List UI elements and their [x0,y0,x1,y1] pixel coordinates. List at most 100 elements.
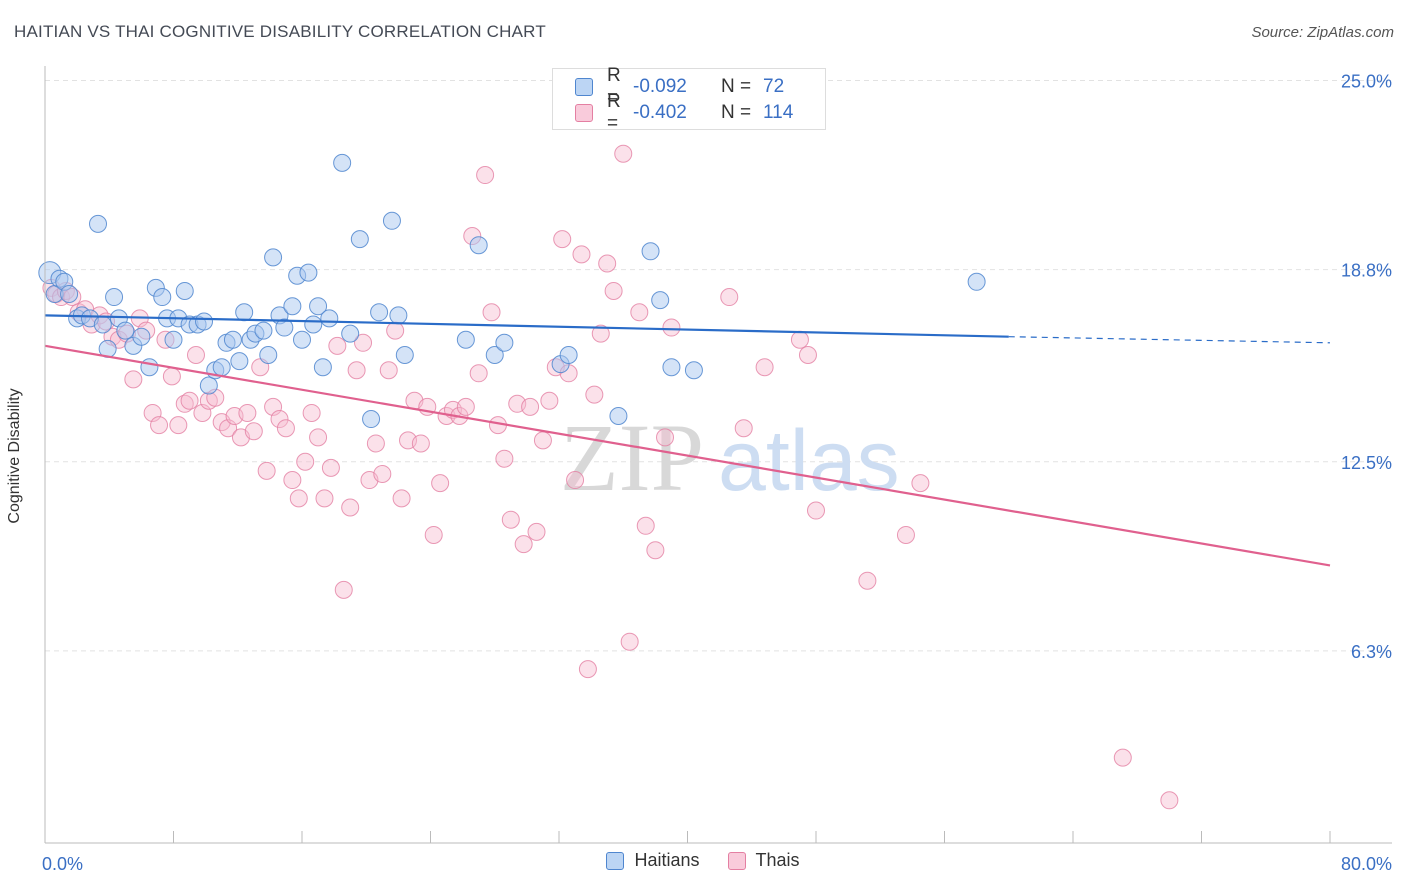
thais-point [482,303,501,322]
haitians-point [264,248,283,267]
haitians-point [60,285,79,303]
thais-point [162,367,181,386]
thais-point [585,385,604,404]
haitians-point [105,288,124,307]
thais-point [807,501,825,520]
thais-point [720,288,739,307]
haitians-point [235,303,254,322]
thais-point [257,461,276,480]
legend-n-value: 72 [763,76,785,97]
thais-point [341,498,360,517]
thais-point [283,471,302,490]
haitians-point [175,281,194,300]
y-tick-label: 6.3% [1351,642,1392,662]
legend-swatch-haitians [606,851,625,870]
thais-point [392,489,411,508]
watermark-atlas: atlas [718,413,900,509]
thais-point [1160,791,1179,810]
legend-r-label: R = [607,91,621,134]
haitians-point [140,358,159,377]
haitians-point [199,376,218,395]
haitians-point [223,330,242,349]
haitians-point [641,242,660,261]
thais-point [501,510,520,529]
source-label: Source: ZipAtlas.com [1251,24,1394,41]
thais-point [553,230,572,249]
thais-point [296,452,315,471]
legend-row-haitians: R = -0.092 N = 72 [575,65,785,108]
thais-point [646,541,665,560]
haitians-point [967,272,986,291]
thais-point [578,660,597,679]
haitians-point [299,263,318,282]
haitians-point [350,230,369,249]
thais-point [321,458,340,477]
legend-n-label: N = [721,76,752,97]
thais-point [347,361,366,380]
haitians-point [164,330,183,349]
haitians-point [116,321,135,340]
thais-point [424,525,443,544]
thais-point [169,416,188,435]
thais-point [598,254,617,273]
thais-point [604,281,623,300]
thais-point [379,361,398,380]
haitians-point [93,315,112,334]
haitians-point [395,346,414,364]
thais-point [858,571,877,590]
legend-row-thais: R = -0.402 N = 114 [575,91,794,134]
thais-point [309,428,328,447]
watermark-zip: ZIP [560,404,704,511]
thais-point [734,419,753,438]
haitians-point [609,407,628,425]
thais-point [911,474,930,493]
haitians-point [662,358,681,377]
thais-point [238,403,257,422]
legend-r-value: -0.402 [633,102,687,123]
y-tick-label: 25.0% [1341,72,1392,92]
haitians-point [333,153,352,172]
haitians-point [651,291,670,310]
haitians-point [320,309,339,328]
thais-point [495,449,514,468]
haitians-point [283,297,302,316]
thais-point [180,391,199,410]
thais-point [366,434,385,453]
haitians-point [275,318,294,337]
legend-swatch-thais [727,851,746,870]
haitians-point [309,297,328,316]
thais-point [334,580,353,599]
haitians-point [230,352,249,371]
haitians-point [684,361,703,380]
thais-point [244,422,263,441]
thais-trend-line [44,344,1331,567]
haitians-point [370,303,389,322]
y-axis-label: Cognitive Disability [6,388,23,524]
haitians-point [132,327,151,346]
haitians-point [362,410,381,429]
legend-item-haitians: Haitians [606,850,700,871]
haitians-point [495,333,514,352]
trend-lines [44,314,1331,567]
haitians-point [313,358,332,377]
thais-point [411,434,430,453]
haitians-trend-extension [1008,336,1331,344]
thais-point [620,632,639,651]
axes [44,66,1392,844]
thais-point [572,245,591,264]
haitians-point [389,306,408,325]
thais-point [630,303,649,322]
thais-point [270,410,289,429]
thais-point [636,516,655,535]
legend-n-value: 114 [763,102,794,123]
thais-point [798,346,817,364]
haitians-point [89,214,108,233]
thais-point [386,321,405,340]
legend-label-haitians: Haitians [634,850,700,870]
chart-title: HAITIAN VS THAI COGNITIVE DISABILITY COR… [14,22,546,41]
thais-point [431,474,450,493]
thais-point [289,489,308,508]
x-tick-label: 80.0% [1341,854,1392,874]
haitians-point [153,288,172,307]
